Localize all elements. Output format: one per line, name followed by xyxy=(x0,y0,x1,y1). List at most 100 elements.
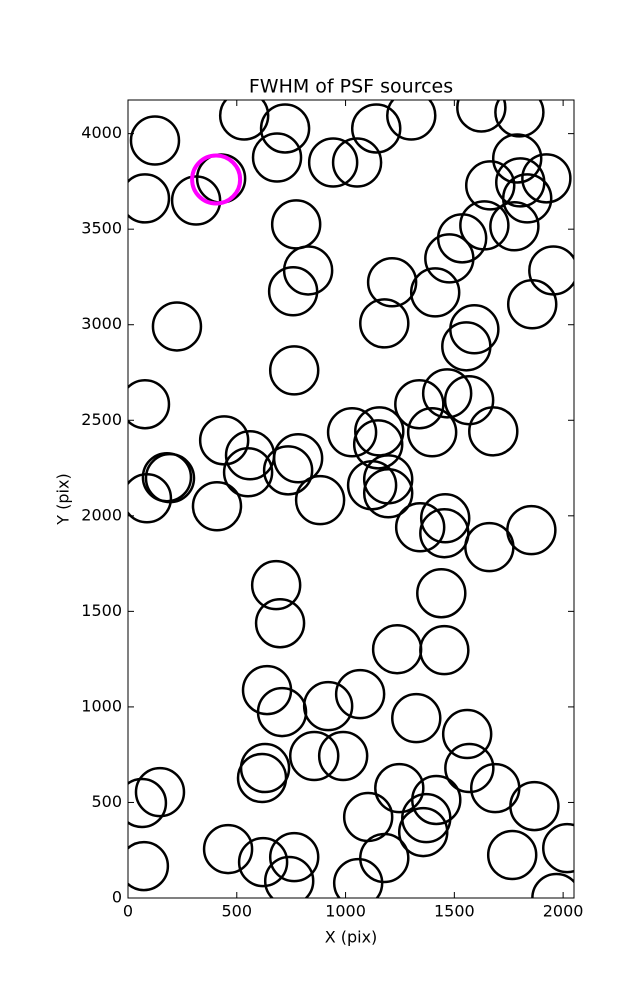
source-circle xyxy=(397,806,449,858)
source-circle xyxy=(202,823,254,875)
y-tick-label: 500 xyxy=(91,792,122,811)
y-tick-label: 3000 xyxy=(81,314,122,333)
source-circle xyxy=(509,780,560,832)
source-circle xyxy=(489,201,540,252)
source-circle xyxy=(531,872,574,898)
source-circle xyxy=(409,267,461,318)
source-circle xyxy=(262,445,314,496)
source-circle xyxy=(282,245,334,296)
source-circle xyxy=(224,429,276,481)
plot-area xyxy=(128,100,574,898)
source-circle xyxy=(362,454,414,505)
x-tick-label: 0 xyxy=(123,902,133,921)
source-circle xyxy=(394,378,445,430)
source-circle xyxy=(374,762,425,814)
source-circle xyxy=(366,257,418,308)
source-circle xyxy=(191,481,243,532)
source-circle xyxy=(359,298,410,349)
y-tick-label: 1000 xyxy=(81,696,122,715)
source-circle xyxy=(332,857,384,898)
source-circle xyxy=(419,624,470,676)
source-circle xyxy=(128,840,170,892)
source-circle xyxy=(134,766,186,818)
y-tick-label: 4000 xyxy=(81,123,122,142)
source-circle xyxy=(198,415,250,466)
source-circle xyxy=(268,345,320,396)
source-circle xyxy=(424,233,475,284)
source-circle xyxy=(128,472,173,524)
source-circle xyxy=(468,406,519,457)
source-circle xyxy=(494,100,545,138)
source-circle xyxy=(362,468,414,519)
x-tick-label: 1000 xyxy=(325,902,366,921)
source-circle xyxy=(346,459,398,511)
source-circle xyxy=(128,173,171,224)
source-circle xyxy=(416,567,467,619)
source-circle xyxy=(444,742,495,794)
source-circle xyxy=(359,832,410,884)
source-circle xyxy=(268,831,320,883)
x-axis-label: X (pix) xyxy=(325,928,378,947)
chart-title: FWHM of PSF sources xyxy=(249,76,453,98)
source-circle xyxy=(491,133,543,184)
source-circle xyxy=(222,446,274,498)
source-circle xyxy=(288,730,340,782)
y-tick-label: 2000 xyxy=(81,505,122,524)
source-circle xyxy=(528,245,574,296)
source-circle xyxy=(237,836,289,888)
source-circle xyxy=(419,493,471,544)
source-circle xyxy=(326,407,378,458)
source-circle xyxy=(394,502,446,553)
source-circle xyxy=(506,504,557,556)
source-circle xyxy=(441,321,492,372)
source-circle xyxy=(141,451,193,503)
source-circle xyxy=(391,692,442,744)
source-circle xyxy=(334,668,386,720)
axes-frame xyxy=(127,99,575,899)
source-circle xyxy=(469,762,521,814)
x-tick-label: 2000 xyxy=(543,902,584,921)
source-circle xyxy=(236,752,288,804)
source-circle xyxy=(354,406,405,457)
source-circle xyxy=(421,368,473,419)
source-circle xyxy=(251,132,303,183)
source-circle xyxy=(386,100,437,141)
source-circle xyxy=(521,153,572,204)
y-tick-label: 2500 xyxy=(81,410,122,429)
source-circle xyxy=(350,103,402,154)
source-circle xyxy=(254,597,306,649)
source-circle xyxy=(267,266,319,317)
source-circle xyxy=(259,103,311,154)
source-circle xyxy=(371,623,423,675)
source-circle xyxy=(256,686,308,738)
source-circle xyxy=(272,433,324,484)
source-circle xyxy=(151,301,203,352)
x-tick-label: 500 xyxy=(222,902,253,921)
source-circle xyxy=(331,137,383,188)
y-tick-label: 3500 xyxy=(81,219,122,238)
source-circle xyxy=(501,173,553,224)
source-circle xyxy=(128,777,168,829)
source-circle xyxy=(352,419,404,470)
source-circle xyxy=(307,137,359,188)
y-tick-label: 1500 xyxy=(81,601,122,620)
y-axis-label: Y (pix) xyxy=(54,473,73,525)
source-circle xyxy=(456,100,507,133)
source-circle xyxy=(129,115,181,166)
source-circle xyxy=(317,730,369,782)
x-tick-label: 1500 xyxy=(434,902,475,921)
source-circle xyxy=(302,680,354,732)
source-circle xyxy=(406,407,458,458)
source-circle xyxy=(542,822,574,874)
source-circle xyxy=(464,160,516,211)
source-circle xyxy=(239,742,291,794)
source-circle xyxy=(128,378,171,430)
source-circle xyxy=(486,829,538,881)
source-circle xyxy=(441,708,493,760)
source-circle xyxy=(270,199,322,250)
source-circle xyxy=(241,664,293,716)
y-tick-label: 0 xyxy=(112,888,122,907)
source-circle xyxy=(250,559,302,611)
source-circle xyxy=(263,855,315,898)
